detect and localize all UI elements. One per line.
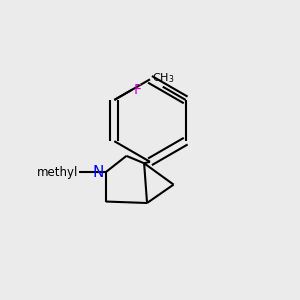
Text: CH$_3$: CH$_3$ [152, 71, 174, 85]
Text: N: N [93, 165, 104, 180]
Text: methyl: methyl [37, 166, 78, 178]
Text: F: F [134, 82, 142, 97]
